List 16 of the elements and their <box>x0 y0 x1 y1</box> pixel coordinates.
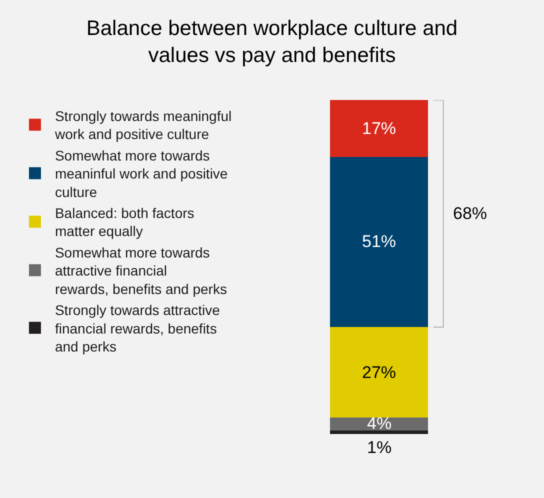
legend-label: Strongly towards attractive financial rewards, benefits and perks <box>54 302 220 354</box>
data-label: 1% <box>367 438 392 457</box>
bar <box>330 327 428 418</box>
legend-label: Somewhat more towards attractive financial rewards, benefits and perks <box>54 244 227 297</box>
bar <box>330 156 428 328</box>
data-label: 4% <box>367 414 392 433</box>
text: 68% <box>453 204 488 223</box>
chart-title: Balance between workplace culture and values vs pay and benefits <box>86 16 458 68</box>
legend-label: Somewhat more towards meaninful work and positive culture <box>54 147 228 200</box>
bar <box>330 430 428 434</box>
legend-label: Strongly towards meaningful work and positive culture <box>54 108 232 142</box>
legend-label: Balanced: both factors matter equally <box>54 205 194 240</box>
data-label: 51% <box>362 232 396 251</box>
bar <box>330 100 428 157</box>
data-label: 17% <box>362 119 396 138</box>
data-label: 27% <box>362 363 396 382</box>
